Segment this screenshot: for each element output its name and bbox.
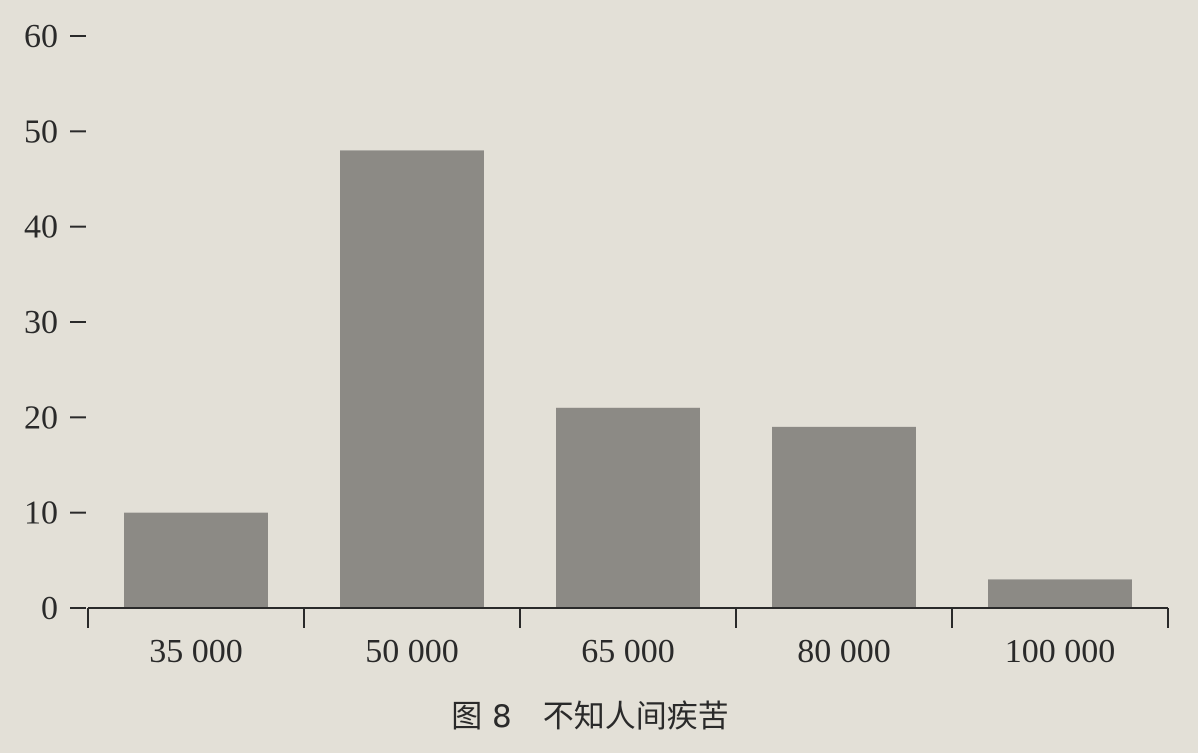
y-axis: 0 10 20 30 40 50 60 <box>24 18 86 627</box>
y-tick-label: 30 <box>24 304 58 341</box>
x-tick-label: 50 000 <box>365 633 459 670</box>
y-tick-label: 0 <box>41 590 58 627</box>
bar <box>772 426 916 608</box>
x-tick-label: 100 000 <box>1005 633 1116 670</box>
bar <box>340 150 484 608</box>
y-tick-label: 60 <box>24 18 58 55</box>
y-tick-label: 10 <box>24 495 58 532</box>
x-tick-label: 35 000 <box>149 633 243 670</box>
y-tick-label: 50 <box>24 113 58 150</box>
y-tick-label: 40 <box>24 209 58 246</box>
y-tick-label: 20 <box>24 399 58 436</box>
bar <box>556 407 700 608</box>
bar <box>988 579 1132 608</box>
chart-title: 图 8 不知人间疾苦 <box>451 699 729 735</box>
bars <box>124 150 1132 608</box>
x-tick-label: 80 000 <box>797 633 891 670</box>
x-axis: 35 000 50 000 65 000 80 000 100 000 <box>87 607 1169 670</box>
bar <box>124 512 268 608</box>
x-tick-label: 65 000 <box>581 633 675 670</box>
